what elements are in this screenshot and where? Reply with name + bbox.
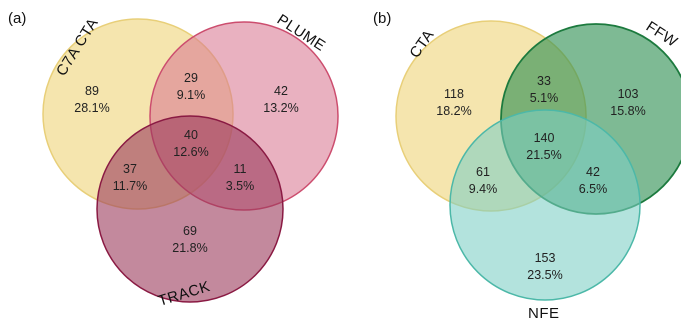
- panel-label-a: (a): [8, 10, 26, 27]
- region-count-ffw-nfe: 42: [586, 165, 600, 179]
- region-count-c7a-cta-track: 37: [123, 162, 137, 176]
- region-count-c7a-cta-plume: 29: [184, 71, 198, 85]
- venn-panel-a: (a) C7A CTA PLUME TRACK 89 28.1% 42 13.2…: [8, 10, 339, 310]
- region-count-nfe-only: 153: [535, 251, 556, 265]
- region-count-cta-only: 118: [444, 87, 464, 101]
- panel-label-b: (b): [373, 10, 391, 27]
- region-pct-plume-track: 3.5%: [226, 179, 255, 193]
- region-pct-cta-ffw: 5.1%: [530, 91, 559, 105]
- set-circle-nfe-outline: [449, 109, 641, 301]
- region-pct-nfe-only: 23.5%: [527, 268, 562, 282]
- region-pct-c7a-cta-track: 11.7%: [113, 179, 148, 193]
- region-count-plume-only: 42: [274, 84, 288, 98]
- region-pct-c7a-cta-only: 28.1%: [74, 101, 109, 115]
- region-count-plume-track: 11: [234, 162, 247, 176]
- venn-panel-b: (b) CTA FFW NFE 118 18.2% 103 15.8% 153 …: [373, 10, 681, 322]
- region-count-cta-ffw: 33: [537, 74, 551, 88]
- set-circle-nfe: [450, 110, 640, 300]
- region-pct-ffw-only: 15.8%: [610, 104, 645, 118]
- region-count-all-three: 40: [184, 128, 198, 142]
- region-count-all-three-b: 140: [534, 131, 555, 145]
- set-circle-track: [97, 116, 283, 302]
- region-count-ffw-only: 103: [618, 87, 639, 101]
- region-count-c7a-cta-only: 89: [85, 84, 99, 98]
- region-pct-c7a-cta-plume: 9.1%: [177, 88, 206, 102]
- region-pct-cta-nfe: 9.4%: [469, 182, 498, 196]
- region-count-track-only: 69: [183, 224, 197, 238]
- region-pct-ffw-nfe: 6.5%: [579, 182, 608, 196]
- region-pct-all-three: 12.6%: [173, 145, 208, 159]
- region-pct-plume-only: 13.2%: [263, 101, 298, 115]
- region-pct-cta-only: 18.2%: [436, 104, 471, 118]
- region-pct-track-only: 21.8%: [172, 241, 207, 255]
- set-circle-track-outline: [96, 115, 284, 303]
- region-count-cta-nfe: 61: [476, 165, 490, 179]
- region-pct-all-three-b: 21.5%: [526, 148, 561, 162]
- set-label-nfe: NFE: [528, 305, 560, 322]
